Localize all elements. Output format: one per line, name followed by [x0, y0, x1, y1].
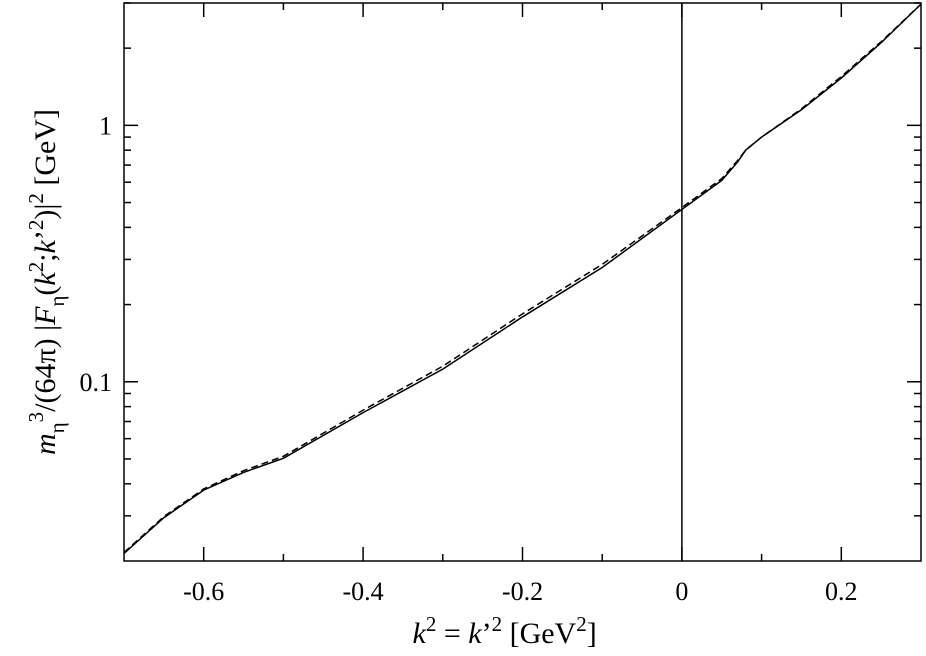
x-axis-label-part: = — [436, 617, 468, 650]
x-axis-label-part: 2 — [576, 612, 587, 636]
y-axis-label-part: 2 — [24, 220, 48, 231]
x-tick-label: -0.4 — [343, 577, 384, 606]
y-axis-label-part: /(64π) | — [29, 325, 62, 412]
x-axis-label-part: ’ — [482, 617, 492, 650]
x-axis-label-part: [GeV — [502, 617, 576, 650]
x-axis-label-part: 2 — [426, 612, 437, 636]
y-axis-label-part: 3 — [24, 412, 48, 423]
y-axis-label-part: ’ — [29, 230, 62, 240]
x-axis-label-part: k — [413, 617, 427, 650]
y-axis-label-part: m — [29, 433, 62, 455]
x-axis-label-part: ] — [587, 617, 597, 650]
plot-frame — [123, 2, 922, 562]
x-axis-label-part: k — [468, 617, 482, 650]
y-axis-label-part: ( — [29, 286, 62, 296]
y-axis-label-part: k — [29, 239, 62, 253]
y-axis-label-part: )| — [29, 204, 62, 220]
y-axis-label-part: η — [45, 422, 69, 433]
y-axis-label: mη3/(64π) |Fη(k2;k’2)|2 [GeV] — [24, 109, 69, 455]
y-axis-label-part: ; — [29, 253, 62, 261]
x-tick-label: -0.2 — [502, 577, 543, 606]
y-tick-label: 0.1 — [80, 368, 113, 397]
y-tick-label: 1 — [99, 111, 112, 140]
series-line — [123, 3, 922, 553]
series-line — [123, 3, 922, 555]
y-axis-label-part: 2 — [24, 262, 48, 273]
y-axis-label-part: η — [45, 296, 69, 307]
x-tick-label: -0.6 — [183, 577, 224, 606]
x-tick-label: 0.2 — [825, 577, 858, 606]
x-axis-label: k2 = k’2 [GeV2] — [413, 612, 597, 650]
y-axis-label-part: F — [29, 306, 62, 326]
x-axis-label-part: 2 — [492, 612, 503, 636]
x-tick-label: 0 — [675, 577, 688, 606]
y-axis-label-part: k — [29, 272, 62, 286]
y-axis-label-part: [GeV] — [29, 109, 62, 193]
y-axis-label-part: 2 — [24, 193, 48, 204]
